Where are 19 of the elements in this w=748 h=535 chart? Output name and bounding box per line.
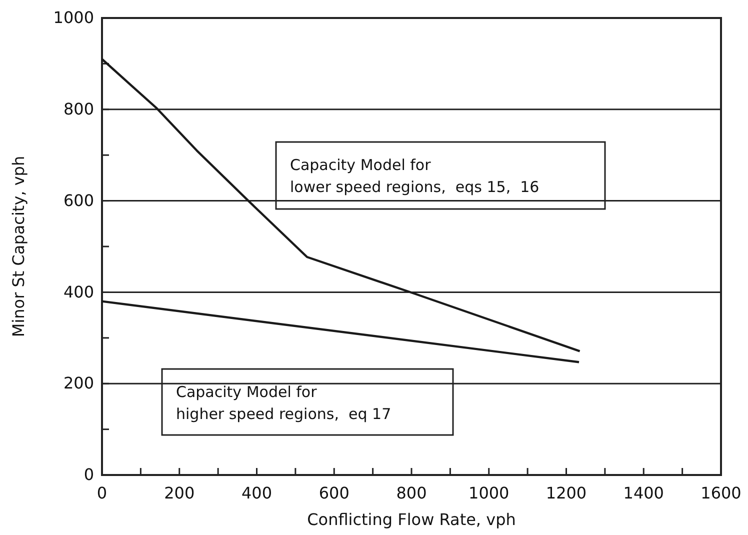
x-tick-label: 600: [318, 483, 350, 502]
y-tick-label: 1000: [53, 8, 94, 28]
x-tick-label: 1200: [546, 483, 587, 502]
annotation: Capacity Model for lower speed regions, eqs 15, 16: [290, 156, 540, 196]
x-tick-label: 1600: [700, 483, 742, 502]
x-tick-label: 400: [241, 483, 272, 502]
x-tick-label: 200: [164, 483, 195, 502]
y-tick-label: 0: [84, 465, 94, 484]
x-tick-label: 1400: [623, 483, 664, 502]
x-tick-label: 1000: [468, 483, 510, 502]
y-tick-label: 200: [63, 374, 94, 393]
x-tick-label: 800: [396, 483, 427, 502]
x-tick-label: 0: [96, 483, 108, 502]
annotation: Capacity Model for higher speed regions, eq 17: [176, 383, 392, 423]
y-tick-label: 800: [63, 100, 94, 119]
y-tick-label: 400: [63, 282, 94, 302]
y-tick-label: 600: [63, 190, 94, 210]
x-axis-title: Conflicting Flow Rate, vph: [307, 510, 516, 529]
y-axis-title: Minor St Capacity, vph: [9, 156, 28, 338]
